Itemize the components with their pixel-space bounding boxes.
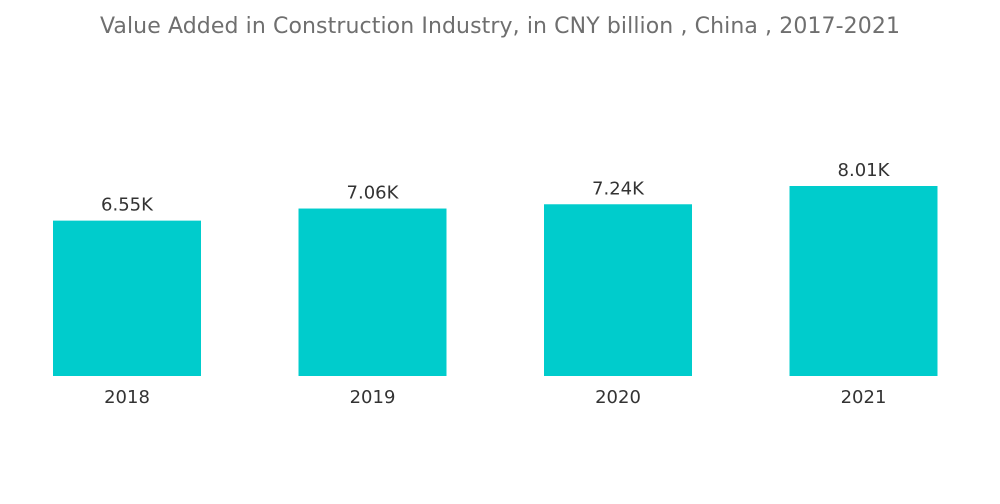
x-tick-2020: 2020 [595,387,641,408]
x-tick-labels-group: 2018 2019 2020 2021 [104,387,886,408]
x-tick-2018: 2018 [104,387,150,408]
bar-2018 [53,220,201,376]
value-labels-group: 6.55K 7.06K 7.24K 8.01K [101,160,891,216]
value-label-2018: 6.55K [101,195,154,216]
bar-2020 [544,204,692,376]
x-tick-2019: 2019 [350,387,396,408]
bars-group [53,186,938,376]
value-label-2021: 8.01K [838,160,891,181]
bar-2019 [298,208,447,376]
bar-2021 [789,186,938,376]
value-label-2020: 7.24K [592,178,645,199]
value-label-2019: 7.06K [347,183,400,204]
chart-title: Value Added in Construction Industry, in… [99,14,901,39]
x-tick-2021: 2021 [841,387,887,408]
